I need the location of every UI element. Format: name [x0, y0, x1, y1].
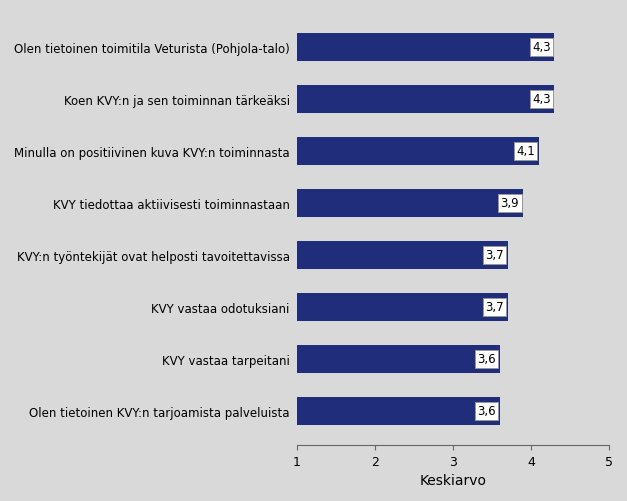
- Bar: [297, 137, 539, 166]
- Bar: [297, 345, 500, 373]
- Bar: [297, 293, 507, 322]
- Bar: [297, 397, 500, 425]
- Bar: [297, 34, 554, 62]
- Text: 3,9: 3,9: [500, 197, 519, 210]
- Bar: [297, 189, 523, 218]
- X-axis label: Keskiarvo: Keskiarvo: [419, 473, 487, 487]
- Text: 4,3: 4,3: [532, 93, 551, 106]
- Bar: [297, 241, 507, 270]
- Text: 3,6: 3,6: [477, 353, 496, 366]
- Bar: [297, 85, 554, 114]
- Text: 4,3: 4,3: [532, 41, 551, 54]
- Text: 3,6: 3,6: [477, 405, 496, 417]
- Text: 3,7: 3,7: [485, 301, 503, 314]
- Text: 3,7: 3,7: [485, 249, 503, 262]
- Text: 4,1: 4,1: [516, 145, 535, 158]
